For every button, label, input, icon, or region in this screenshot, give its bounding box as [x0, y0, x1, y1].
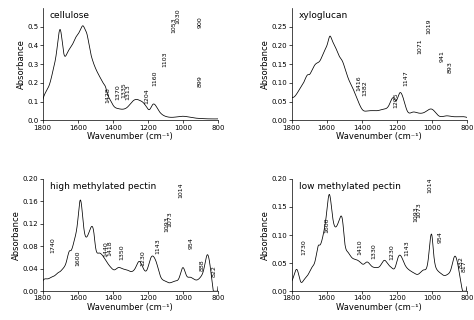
X-axis label: Wavenumber (cm⁻¹): Wavenumber (cm⁻¹) [337, 303, 422, 312]
Text: 1103: 1103 [163, 52, 167, 67]
Text: 1053: 1053 [171, 17, 176, 33]
Text: 893: 893 [448, 61, 453, 73]
Text: 900: 900 [198, 16, 203, 28]
Y-axis label: Absorbance: Absorbance [17, 39, 26, 89]
X-axis label: Wavenumber (cm⁻¹): Wavenumber (cm⁻¹) [337, 132, 422, 141]
Text: high methylated pectin: high methylated pectin [50, 182, 156, 191]
Text: 1230: 1230 [140, 250, 145, 266]
Text: 941: 941 [440, 50, 445, 62]
Text: 1147: 1147 [403, 70, 409, 86]
X-axis label: Wavenumber (cm⁻¹): Wavenumber (cm⁻¹) [87, 132, 173, 141]
Text: 1313: 1313 [126, 84, 130, 100]
Text: 832: 832 [459, 256, 464, 268]
Text: 1370: 1370 [116, 84, 120, 100]
Text: low methylated pectin: low methylated pectin [299, 182, 401, 191]
Y-axis label: Absorbance: Absorbance [12, 210, 21, 260]
Text: 899: 899 [198, 75, 203, 87]
Text: 1143: 1143 [404, 240, 409, 256]
Text: 1093: 1093 [413, 206, 418, 222]
Text: 1740: 1740 [51, 237, 55, 253]
Text: 954: 954 [438, 232, 442, 244]
Text: 1205: 1205 [393, 92, 398, 108]
Text: 1335: 1335 [122, 82, 127, 98]
Text: 1019: 1019 [426, 19, 431, 35]
Text: 1330: 1330 [372, 243, 376, 259]
Text: 1600: 1600 [75, 251, 80, 266]
Y-axis label: Absorbance: Absorbance [261, 210, 270, 260]
Text: 1204: 1204 [145, 88, 150, 104]
Text: 1030: 1030 [175, 9, 180, 24]
Text: 822: 822 [211, 265, 217, 277]
Text: 1416: 1416 [356, 76, 361, 91]
Text: 1730: 1730 [301, 239, 306, 255]
Y-axis label: Absorbance: Absorbance [261, 39, 270, 89]
Text: 817: 817 [461, 260, 466, 272]
Text: 1093: 1093 [164, 216, 169, 232]
Text: 954: 954 [189, 237, 193, 249]
Text: 1410: 1410 [357, 239, 363, 255]
Text: 1014: 1014 [427, 177, 432, 193]
Text: 1073: 1073 [417, 202, 421, 218]
Text: 1071: 1071 [417, 39, 422, 54]
Text: 1230: 1230 [389, 244, 394, 260]
Text: 1440: 1440 [103, 241, 108, 257]
Text: 1600: 1600 [324, 218, 329, 233]
Text: 1428: 1428 [105, 87, 110, 103]
Text: 1014: 1014 [178, 183, 183, 198]
X-axis label: Wavenumber (cm⁻¹): Wavenumber (cm⁻¹) [87, 303, 173, 312]
Text: cellulose: cellulose [50, 12, 90, 20]
Text: 1382: 1382 [362, 80, 367, 96]
Text: 888: 888 [200, 259, 205, 271]
Text: 1350: 1350 [119, 244, 124, 260]
Text: 1418: 1418 [107, 240, 112, 256]
Text: 1160: 1160 [152, 70, 157, 86]
Text: xyloglucan: xyloglucan [299, 12, 348, 20]
Text: 1073: 1073 [168, 211, 173, 227]
Text: 1143: 1143 [155, 238, 160, 254]
